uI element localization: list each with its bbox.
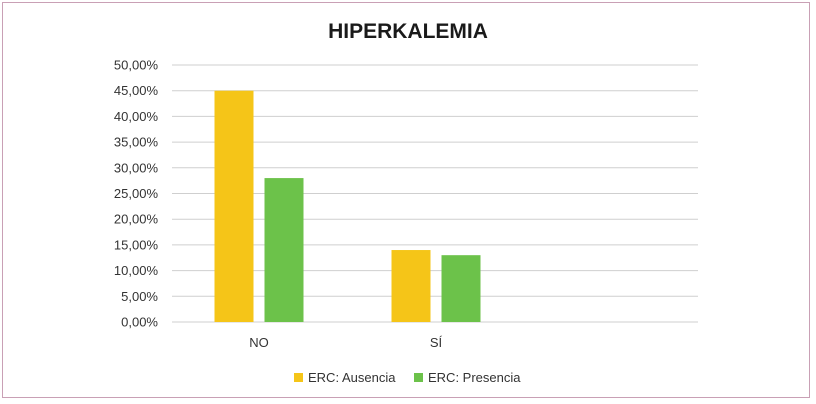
y-tick-label: 50,00% (114, 58, 159, 73)
y-tick-label: 0,00% (121, 315, 158, 330)
gridlines (172, 64, 698, 323)
chart-title: HIPERKALEMIA (328, 20, 488, 43)
legend-label: ERC: Ausencia (308, 370, 396, 385)
chart-frame (2, 2, 810, 398)
legend-swatch (294, 373, 303, 382)
legend: ERC: Ausencia ERC: Presencia (294, 370, 521, 385)
y-tick-label: 15,00% (114, 237, 159, 252)
y-tick-label: 35,00% (114, 135, 159, 150)
y-tick-label: 40,00% (114, 109, 159, 124)
y-axis-ticks: 0,00% 5,00% 10,00% 15,00% 20,00% 25,00% 30,00%… (114, 58, 159, 330)
bar-no-series-2 (264, 178, 304, 322)
y-tick-label: 20,00% (114, 212, 159, 227)
x-axis-categories: NO SÍ (249, 335, 442, 350)
x-category-label: SÍ (430, 335, 443, 350)
y-tick-label: 25,00% (114, 186, 159, 201)
bar-s-series-1 (391, 250, 431, 322)
x-category-label: NO (249, 335, 269, 350)
bar-no-series-1 (214, 90, 254, 322)
bars (214, 90, 481, 322)
y-tick-label: 30,00% (114, 160, 159, 175)
legend-label: ERC: Presencia (428, 370, 521, 385)
y-tick-label: 45,00% (114, 83, 159, 98)
y-tick-label: 10,00% (114, 263, 159, 278)
legend-swatch (414, 373, 423, 382)
bar-s-series-2 (441, 255, 481, 322)
y-tick-label: 5,00% (121, 289, 158, 304)
